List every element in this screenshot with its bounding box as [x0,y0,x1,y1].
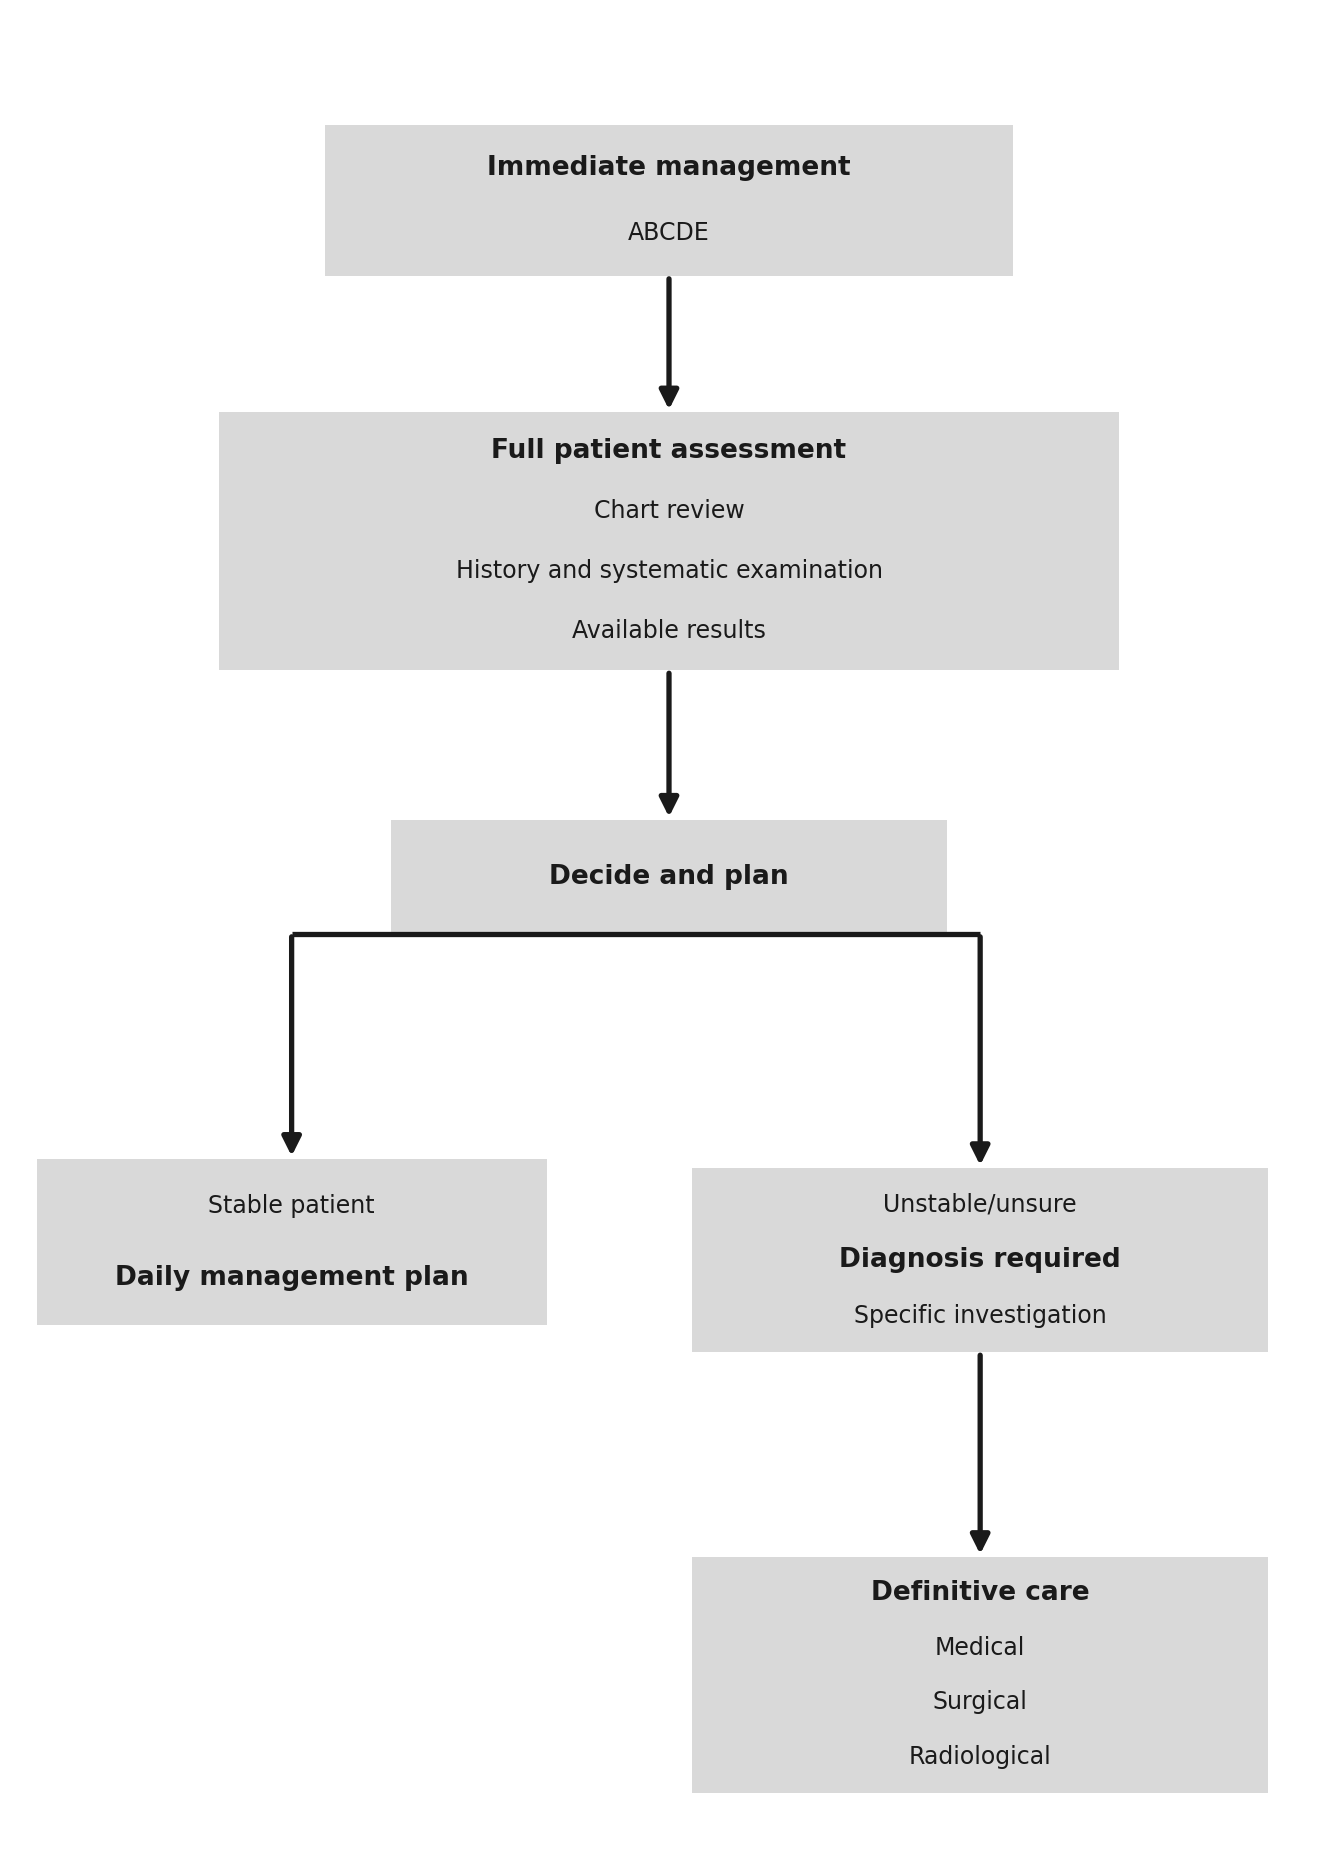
Text: Stable patient: Stable patient [209,1194,375,1218]
FancyBboxPatch shape [219,412,1119,670]
Text: Immediate management: Immediate management [487,154,851,180]
Text: Decide and plan: Decide and plan [549,864,789,890]
Text: Definitive care: Definitive care [871,1580,1089,1606]
FancyBboxPatch shape [36,1159,546,1324]
Text: Specific investigation: Specific investigation [854,1304,1107,1328]
Text: History and systematic examination: History and systematic examination [455,559,883,583]
Text: Chart review: Chart review [594,500,744,524]
Text: Diagnosis required: Diagnosis required [839,1248,1121,1274]
FancyBboxPatch shape [692,1168,1268,1352]
FancyBboxPatch shape [325,124,1013,277]
Text: Radiological: Radiological [909,1746,1052,1770]
Text: Surgical: Surgical [933,1690,1028,1714]
Text: ABCDE: ABCDE [628,221,710,245]
Text: Medical: Medical [935,1636,1025,1660]
Text: Available results: Available results [573,620,765,644]
FancyBboxPatch shape [391,819,947,934]
Text: Daily management plan: Daily management plan [115,1265,468,1291]
FancyBboxPatch shape [692,1556,1268,1792]
Text: Unstable/unsure: Unstable/unsure [883,1192,1077,1216]
Text: Full patient assessment: Full patient assessment [491,438,847,464]
